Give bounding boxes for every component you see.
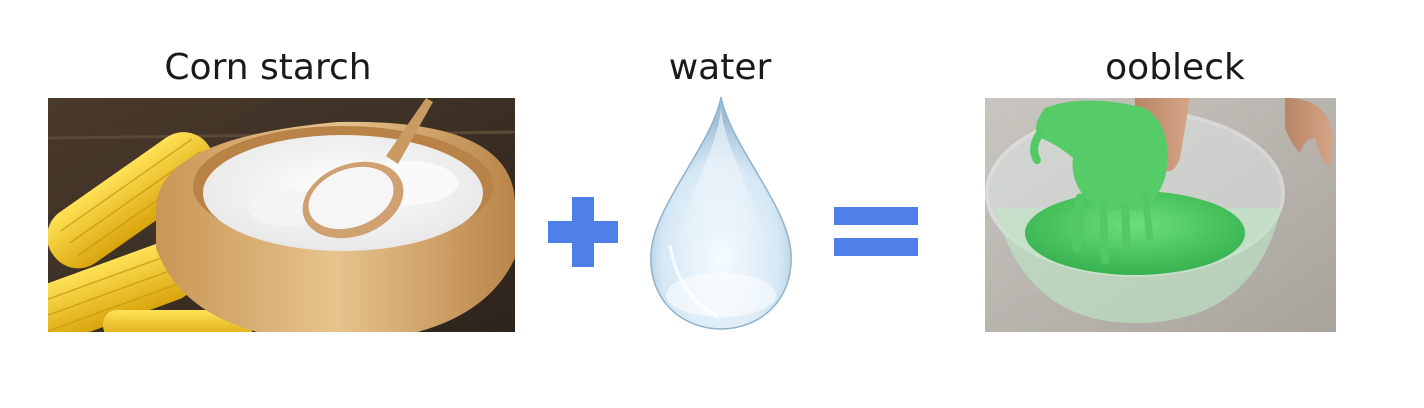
water-label: water (668, 47, 772, 88)
spoon-icon (302, 98, 433, 239)
oobleck-image (985, 98, 1336, 332)
hand-icon (1030, 98, 1333, 264)
oobleck-label: oobleck (1105, 47, 1245, 88)
plus-operator: + (548, 197, 618, 267)
equals-icon (834, 207, 918, 256)
plus-icon (548, 197, 618, 267)
cornstarch-label: Corn starch (164, 47, 372, 88)
water-drop-icon (650, 96, 792, 330)
cornstarch-bowl-photo (48, 98, 515, 332)
cornstarch-image (48, 98, 515, 332)
equals-operator: = (834, 207, 918, 257)
oobleck-bowl-photo (985, 98, 1336, 332)
water-drop (648, 95, 794, 331)
